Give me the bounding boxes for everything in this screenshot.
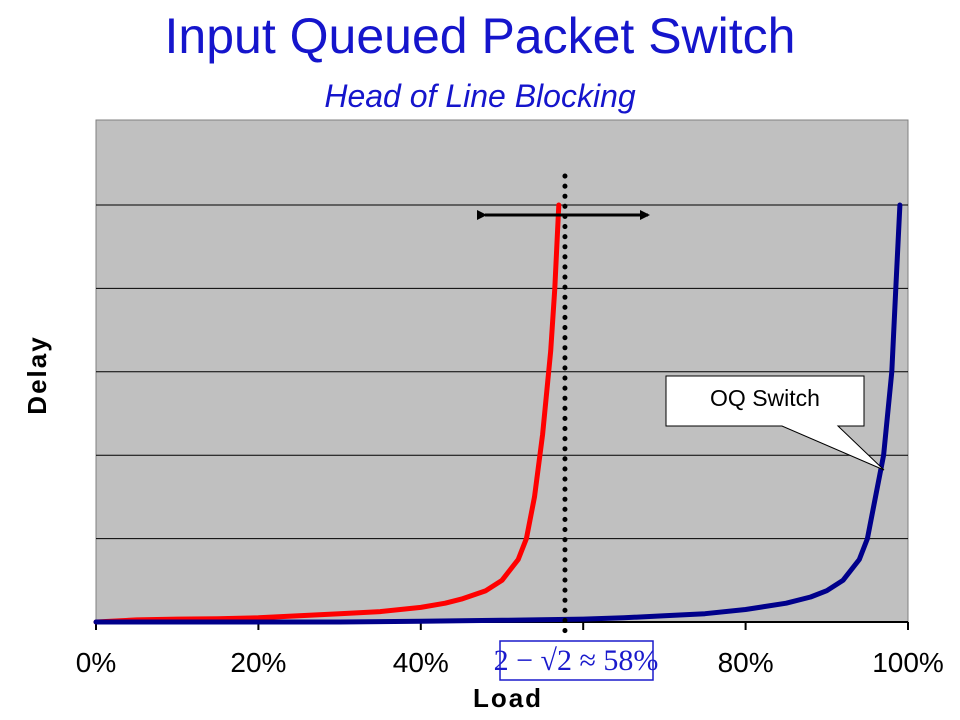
x-tick-label: 0%	[76, 647, 116, 678]
callout-oq-switch: OQ Switch	[665, 375, 885, 471]
series-line-blue	[93, 202, 903, 625]
x-tick-label: 20%	[230, 647, 286, 678]
gridlines	[96, 204, 908, 540]
formula-text: 2 − √2 ≈ 58%	[494, 644, 659, 677]
callout-shape	[665, 375, 885, 471]
x-tick-label: 40%	[393, 647, 449, 678]
callout-label: OQ Switch	[710, 385, 820, 411]
series-line-red	[93, 202, 562, 625]
y-axis-title: Delay	[22, 335, 52, 414]
plot-area	[95, 119, 909, 623]
formula-frame	[499, 640, 654, 681]
x-ticks: 0% 20% 40% 80% 100%	[76, 622, 944, 678]
x-axis-title: Load	[473, 683, 543, 713]
series-group	[93, 202, 903, 625]
x-tick-label: 80%	[718, 647, 774, 678]
formula-box: 2 − √2 ≈ 58%	[494, 640, 659, 681]
x-tick-label: 100%	[872, 647, 944, 678]
chart-subtitle: Head of Line Blocking	[324, 78, 636, 114]
chart-title: Input Queued Packet Switch	[164, 8, 796, 64]
